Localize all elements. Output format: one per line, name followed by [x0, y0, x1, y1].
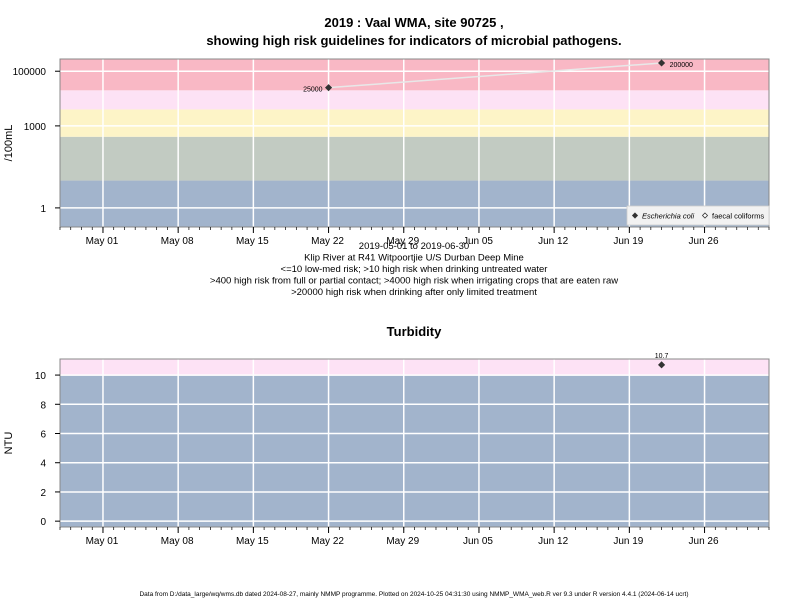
- x-tick-label: Jun 05: [463, 536, 493, 547]
- x-tick-label: May 08: [161, 536, 194, 547]
- chart-title-line2: showing high risk guidelines for indicat…: [206, 33, 621, 48]
- y-tick-label: 0: [40, 517, 46, 528]
- legend-marker: [701, 212, 709, 219]
- data-point: [658, 59, 666, 67]
- x-tick-label: May 08: [161, 236, 194, 247]
- legend-label: Escherichia coli: [642, 212, 694, 221]
- x-tick-label: Jun 12: [538, 236, 568, 247]
- caption-line: >400 high risk from full or partial cont…: [210, 276, 618, 287]
- x-tick-label: May 22: [311, 236, 344, 247]
- chart-title-line1: 2019 : Vaal WMA, site 90725 ,: [324, 15, 503, 30]
- x-tick-label: May 15: [236, 236, 269, 247]
- caption-line: 2019-05-01 to 2019-06-30: [359, 241, 469, 252]
- x-tick-label: May 01: [86, 536, 119, 547]
- x-tick-label: May 22: [311, 536, 344, 547]
- x-tick-label: Jun 26: [689, 236, 719, 247]
- legend-label: faecal coliforms: [712, 212, 764, 221]
- data-label: 10.7: [655, 353, 669, 360]
- x-tick-label: Jun 19: [613, 536, 643, 547]
- risk-band-1: [60, 359, 769, 376]
- series-line: [328, 62, 662, 89]
- y-tick-label: 2: [40, 488, 46, 499]
- footer-note: Data from D:/data_large/wq/wms.db dated …: [139, 591, 688, 598]
- y-axis-label: NTU: [3, 432, 15, 455]
- legend-marker: [631, 212, 639, 219]
- y-axis-label: /100mL: [3, 125, 15, 162]
- risk-band-0: [60, 375, 769, 527]
- y-tick-label: 10: [35, 371, 47, 382]
- caption-line: <=10 low-med risk; >10 high risk when dr…: [281, 264, 548, 275]
- risk-band-3: [60, 90, 769, 110]
- y-tick-label: 6: [40, 430, 46, 441]
- y-tick-label: 1: [40, 204, 46, 215]
- y-tick-label: 8: [40, 400, 46, 411]
- x-tick-label: May 01: [86, 236, 119, 247]
- y-tick-label: 4: [40, 459, 46, 470]
- data-point: [658, 361, 666, 369]
- microbial-caption: 2019-05-01 to 2019-06-30 Klip River at R4…: [210, 241, 618, 298]
- microbial-panel: May 01 May 08 May 15 May 22 May 29 Jun 05 Jun …: [3, 58, 770, 247]
- y-tick-label: 1000: [24, 122, 47, 133]
- data-point: [324, 84, 333, 92]
- legend-box: [626, 205, 770, 226]
- caption-line: >20000 high risk when drinking after onl…: [291, 287, 537, 298]
- risk-band-2: [60, 109, 769, 137]
- x-tick-label: Jun 26: [689, 536, 719, 547]
- x-tick-label: May 15: [236, 536, 269, 547]
- turbidity-panel: May 01 May 08 May 15 May 22 May 29 Jun 05 Jun …: [3, 353, 770, 547]
- caption-line: Klip River at R41 Witpoortjie U/S Durban…: [304, 253, 524, 264]
- risk-band-1: [60, 136, 769, 181]
- x-tick-label: Jun 19: [613, 236, 643, 247]
- x-tick-label: Jun 12: [538, 536, 568, 547]
- turbidity-title: Turbidity: [387, 324, 442, 339]
- data-label: 200000: [670, 62, 693, 69]
- x-tick-label: May 29: [386, 536, 419, 547]
- x-tick-label: Jun 05: [463, 236, 493, 247]
- y-tick-label: 100000: [13, 67, 47, 78]
- x-tick-label: May 29: [386, 236, 419, 247]
- data-label: 25000: [303, 87, 323, 94]
